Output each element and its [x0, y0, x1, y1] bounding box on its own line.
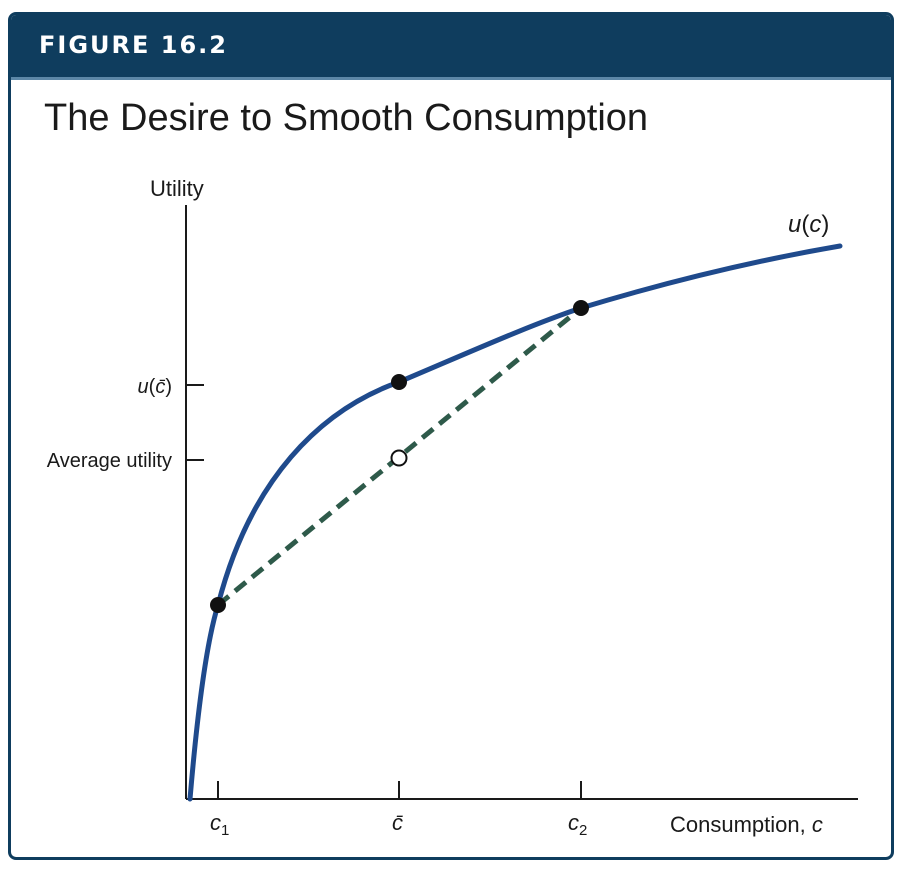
- figure-title: The Desire to Smooth Consumption: [44, 97, 649, 139]
- x-axis-label-text: Consumption,: [670, 812, 812, 837]
- x-axis-label-var: c: [812, 812, 823, 837]
- y-tick-label-uc-bar: u(c̄): [138, 376, 172, 398]
- curve-label: u(c): [788, 211, 829, 238]
- chord-line: [216, 306, 583, 607]
- point-c2: [573, 300, 589, 316]
- figure-banner: FIGURE 16.2: [11, 15, 891, 80]
- figure-label: FIGURE 16.2: [39, 31, 228, 59]
- point-cbar: [391, 374, 407, 390]
- x-tick-label-cbar: c̄: [392, 810, 404, 835]
- x-tick-label-c1: c1: [210, 810, 229, 839]
- point-average-utility: [390, 449, 408, 467]
- x-tick-label-c2: c2: [568, 810, 587, 839]
- point-c1: [210, 597, 226, 613]
- figure-frame: FIGURE 16.2 The Desire to Smooth Consump…: [8, 12, 894, 860]
- y-tick-label-average-utility: Average utility: [47, 450, 172, 472]
- y-axis-label: Utility: [150, 176, 204, 201]
- utility-curve: [187, 243, 843, 802]
- x-axis-label: Consumption, c: [670, 812, 823, 837]
